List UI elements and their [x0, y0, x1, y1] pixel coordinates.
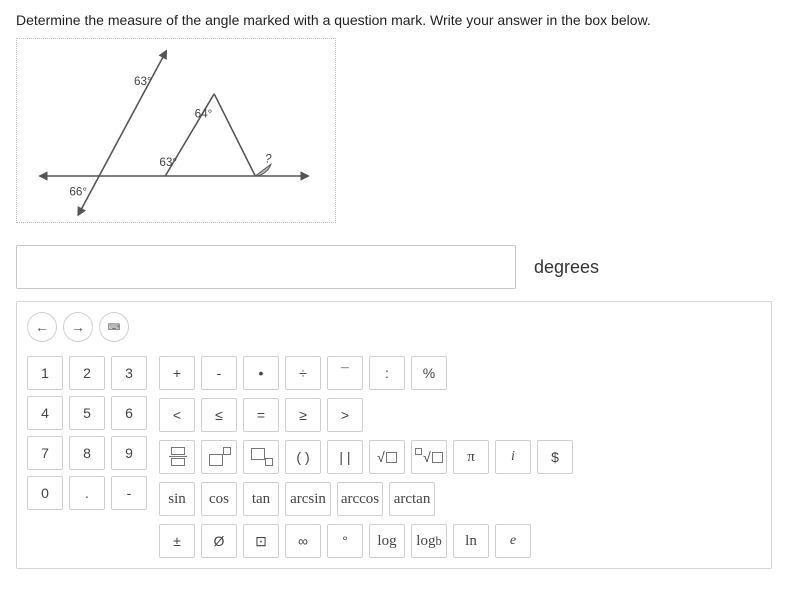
key-box[interactable]: ⊡: [243, 524, 279, 558]
key-dot-mul[interactable]: •: [243, 356, 279, 390]
key-tan[interactable]: tan: [243, 482, 279, 516]
key-plus[interactable]: +: [159, 356, 195, 390]
key-bar[interactable]: ¯: [327, 356, 363, 390]
key-pi[interactable]: π: [453, 440, 489, 474]
op-row-1: + - • ÷ ¯ : %: [159, 356, 573, 390]
key-0[interactable]: 0: [27, 476, 63, 510]
key-6[interactable]: 6: [111, 396, 147, 430]
keyboard-button[interactable]: ⌨: [99, 312, 129, 342]
fraction-icon: [166, 447, 188, 467]
key-3[interactable]: 3: [111, 356, 147, 390]
key-subscript[interactable]: [243, 440, 279, 474]
key-lt[interactable]: <: [159, 398, 195, 432]
key-9[interactable]: 9: [111, 436, 147, 470]
key-sqrt[interactable]: √: [369, 440, 405, 474]
key-e[interactable]: e: [495, 524, 531, 558]
op-row-2: < ≤ = ≥ >: [159, 398, 573, 432]
key-arccos[interactable]: arccos: [337, 482, 383, 516]
diagram-svg: 63° 64° 63° 66° ?: [19, 41, 335, 222]
op-row-5: ± Ø ⊡ ∞ ° log logb ln e: [159, 524, 573, 558]
label-66: 66°: [69, 186, 87, 199]
label-qmark: ?: [265, 152, 272, 165]
nav-row: ← → ⌨: [17, 302, 771, 350]
key-2[interactable]: 2: [69, 356, 105, 390]
sqrt-icon: √: [377, 449, 397, 465]
key-emptyset[interactable]: Ø: [201, 524, 237, 558]
key-exponent[interactable]: [201, 440, 237, 474]
key-4[interactable]: 4: [27, 396, 63, 430]
key-percent[interactable]: %: [411, 356, 447, 390]
key-cos[interactable]: cos: [201, 482, 237, 516]
answer-input[interactable]: [16, 245, 516, 289]
key-arctan[interactable]: arctan: [389, 482, 435, 516]
geometry-diagram: 63° 64° 63° 66° ?: [16, 38, 336, 223]
forward-button[interactable]: →: [63, 312, 93, 342]
key-8[interactable]: 8: [69, 436, 105, 470]
key-i[interactable]: i: [495, 440, 531, 474]
key-1[interactable]: 1: [27, 356, 63, 390]
key-eq[interactable]: =: [243, 398, 279, 432]
key-neg[interactable]: -: [111, 476, 147, 510]
subscript-icon: [250, 447, 272, 467]
exponent-icon: [208, 447, 230, 467]
label-63-btm: 63°: [159, 156, 177, 169]
op-row-4: sin cos tan arcsin arccos arctan: [159, 482, 573, 516]
answer-row: degrees: [16, 245, 777, 289]
key-pm[interactable]: ±: [159, 524, 195, 558]
label-64: 64°: [195, 107, 213, 120]
key-minus[interactable]: -: [201, 356, 237, 390]
units-label: degrees: [534, 257, 599, 278]
key-dollar[interactable]: $: [537, 440, 573, 474]
key-5[interactable]: 5: [69, 396, 105, 430]
key-arcsin[interactable]: arcsin: [285, 482, 331, 516]
key-ln[interactable]: ln: [453, 524, 489, 558]
key-7[interactable]: 7: [27, 436, 63, 470]
op-row-3: ( ) | | √ √ π i $: [159, 440, 573, 474]
logb-label: log: [416, 533, 435, 550]
key-colon[interactable]: :: [369, 356, 405, 390]
question-prompt: Determine the measure of the angle marke…: [16, 12, 777, 28]
key-parens[interactable]: ( ): [285, 440, 321, 474]
key-infinity[interactable]: ∞: [285, 524, 321, 558]
key-divide[interactable]: ÷: [285, 356, 321, 390]
back-button[interactable]: ←: [27, 312, 57, 342]
key-nroot[interactable]: √: [411, 440, 447, 474]
key-gt[interactable]: >: [327, 398, 363, 432]
key-ge[interactable]: ≥: [285, 398, 321, 432]
key-sin[interactable]: sin: [159, 482, 195, 516]
number-pad: 1 2 3 4 5 6 7 8 9 0 . -: [27, 356, 147, 558]
operator-pad: + - • ÷ ¯ : % < ≤ = ≥ >: [159, 356, 573, 558]
key-abs[interactable]: | |: [327, 440, 363, 474]
key-degree[interactable]: °: [327, 524, 363, 558]
key-log[interactable]: log: [369, 524, 405, 558]
key-le[interactable]: ≤: [201, 398, 237, 432]
logb-sub: b: [435, 534, 441, 549]
key-fraction[interactable]: [159, 440, 195, 474]
label-63-top: 63°: [134, 75, 152, 88]
nroot-icon: √: [415, 449, 443, 465]
key-dot[interactable]: .: [69, 476, 105, 510]
key-logb[interactable]: logb: [411, 524, 447, 558]
math-keypad: ← → ⌨ 1 2 3 4 5 6 7 8 9 0 . - + - • ÷ ¯ …: [16, 301, 772, 569]
